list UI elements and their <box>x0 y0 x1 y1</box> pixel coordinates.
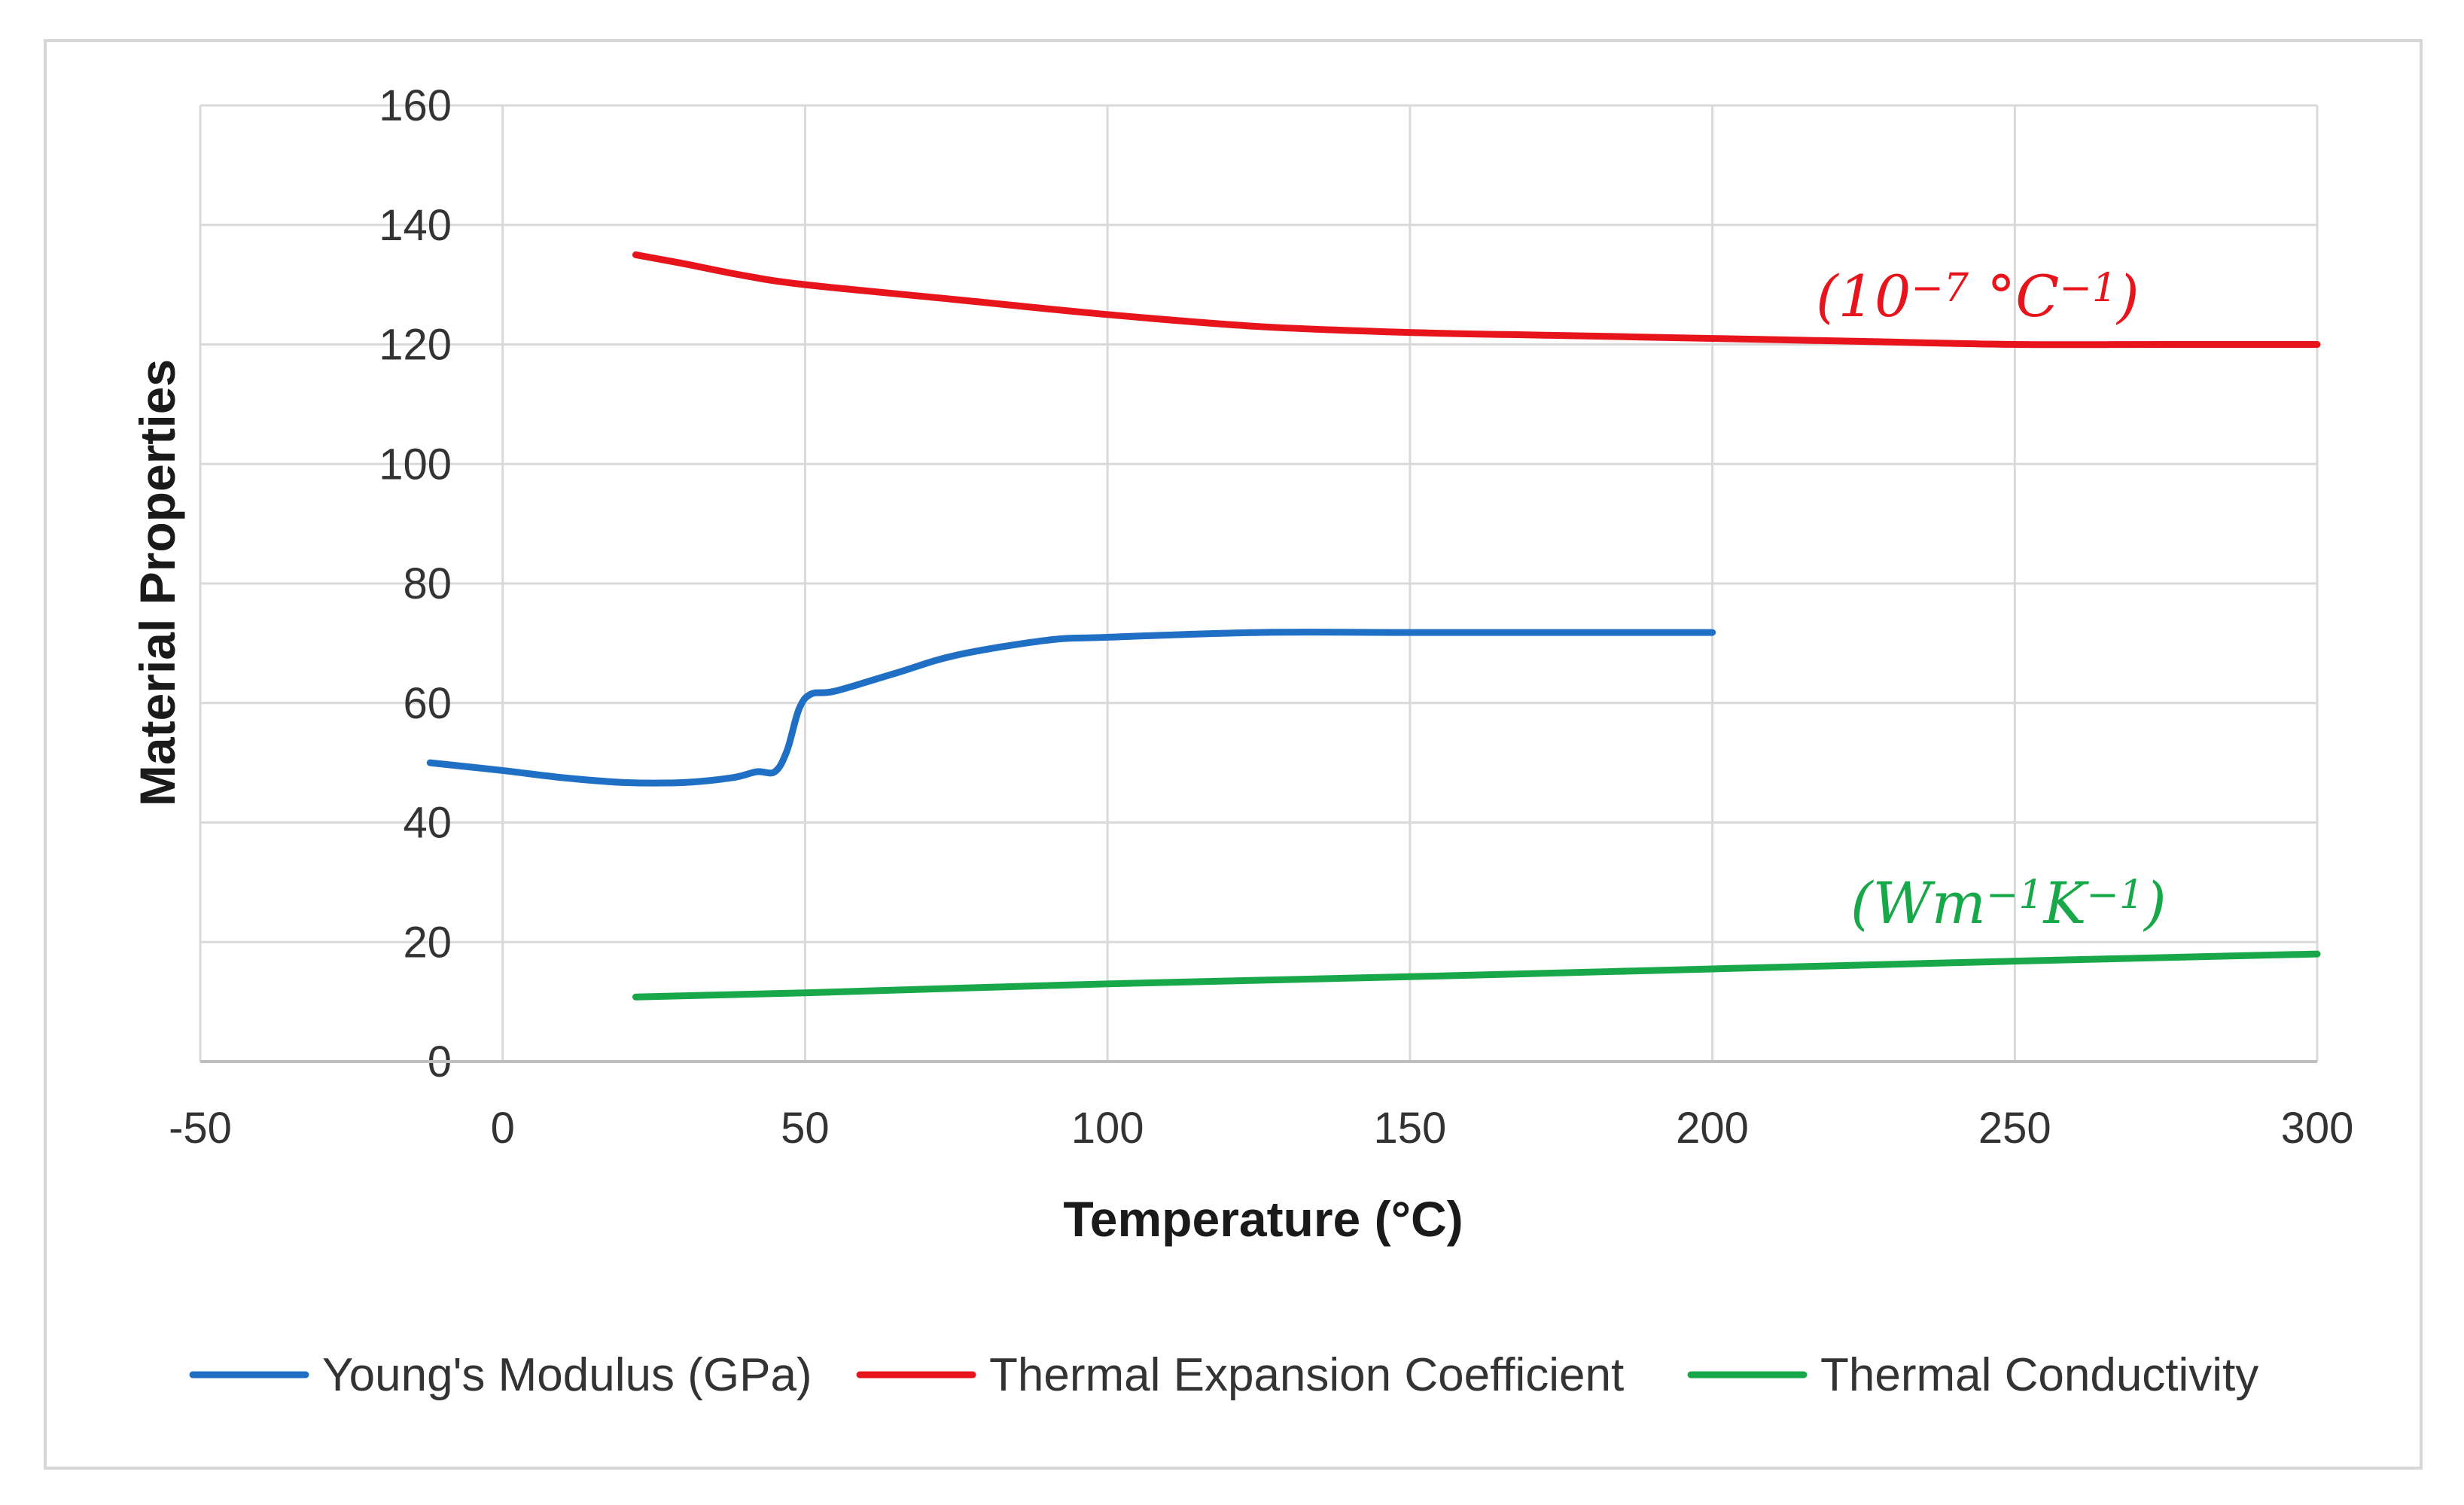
x-tick-label: 200 <box>1676 1104 1749 1153</box>
x-tick-label: 150 <box>1373 1104 1446 1153</box>
y-tick-label: 60 <box>403 679 452 728</box>
x-tick-label: 300 <box>2281 1104 2354 1153</box>
series-line-0 <box>426 629 1716 787</box>
y-axis-title: Material Properties <box>129 359 185 806</box>
x-tick-label: 0 <box>491 1104 515 1153</box>
grid <box>199 104 2319 1063</box>
x-tick-label: 250 <box>1978 1104 2051 1153</box>
legend-label: Young's Modulus (GPa) <box>322 1349 812 1401</box>
x-tick-label: 50 <box>781 1104 830 1153</box>
x-axis-title: Temperature (°C) <box>1063 1191 1463 1247</box>
y-tick-label: 100 <box>379 440 452 489</box>
y-tick-label: 20 <box>403 918 452 967</box>
annotations: (10−7 °C−1) (Wm−1K−1) <box>1816 263 2167 937</box>
chart-frame <box>44 39 2423 1470</box>
y-tick-label: 140 <box>379 201 452 250</box>
legend-label: Thermal Expansion Coefficient <box>989 1349 1624 1401</box>
y-tick-label: 160 <box>379 81 452 130</box>
legend: Young's Modulus (GPa) Thermal Expansion C… <box>189 1349 2258 1401</box>
series-line-2 <box>632 950 2321 1001</box>
x-tick-label: 100 <box>1071 1104 1144 1153</box>
unit-annotation: (Wm−1K−1) <box>1850 870 2167 937</box>
unit-annotation: (10−7 °C−1) <box>1816 263 2140 330</box>
y-tick-label: 40 <box>403 799 452 848</box>
y-tick-label: 80 <box>403 559 452 608</box>
series-layer <box>426 251 2321 1001</box>
x-tick-label: -50 <box>169 1104 232 1153</box>
legend-label: Thermal Conductivity <box>1820 1349 2258 1401</box>
y-tick-label: 120 <box>379 321 452 370</box>
series-line-1 <box>632 251 2321 349</box>
